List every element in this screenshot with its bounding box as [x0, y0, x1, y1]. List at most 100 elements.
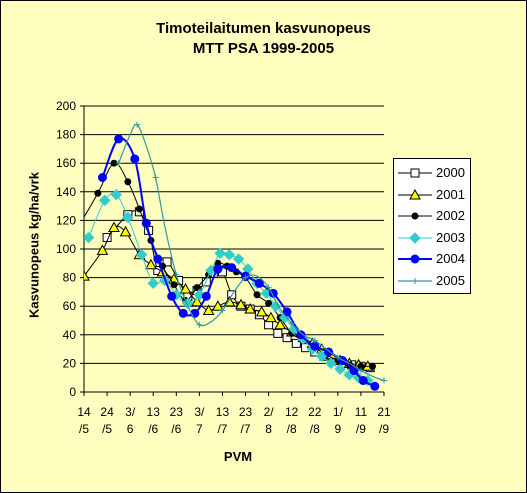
data-point-2005: [288, 320, 295, 327]
data-point-2004: [254, 278, 264, 288]
x-tick-label: 3/: [125, 405, 136, 419]
legend-marker: [409, 188, 421, 199]
data-point-2005: [196, 321, 203, 328]
data-point-2005: [219, 307, 226, 314]
data-point-2002: [357, 362, 365, 370]
data-point-2004: [282, 307, 292, 317]
x-tick-label: 24: [100, 405, 114, 419]
x-tick-label: 13: [147, 405, 161, 419]
legend-marker: [410, 168, 420, 178]
y-tick-label: 100: [56, 242, 76, 256]
legend-swatch: [398, 212, 432, 220]
data-point-2004: [296, 330, 306, 340]
series-2000: [102, 207, 375, 373]
data-point-2003: [325, 357, 337, 370]
data-point-2002: [193, 284, 201, 292]
legend-item-2004: 2004: [394, 249, 472, 269]
x-tick-label: /5: [102, 422, 112, 436]
data-point-2001: [108, 221, 120, 233]
data-point-2003: [147, 277, 159, 290]
x-tick-label: /5: [79, 422, 89, 436]
data-point-2005: [134, 121, 141, 128]
data-point-2003: [122, 211, 134, 224]
y-tick-label: 0: [69, 385, 76, 399]
data-point-2001: [84, 270, 90, 281]
data-point-2001: [179, 283, 192, 294]
data-point-2003: [84, 231, 95, 244]
x-tick-label: /7: [217, 422, 227, 436]
series-2005: [115, 121, 387, 384]
x-tick-label: 14: [77, 405, 91, 419]
data-point-2004: [358, 376, 368, 386]
legend-swatch: [398, 277, 432, 284]
y-tick-label: 80: [63, 271, 77, 285]
data-point-2001: [211, 300, 224, 311]
legend-label: 2001: [436, 186, 465, 202]
x-tick-label: /8: [310, 422, 320, 436]
x-tick-label: /9: [356, 422, 366, 436]
x-tick-label: 13: [216, 405, 230, 419]
data-point-2005: [115, 160, 122, 167]
series-line-2001: [84, 225, 368, 367]
legend-item-2000: 2000: [394, 163, 472, 183]
x-tick-label: 23: [239, 405, 253, 419]
data-point-2004: [114, 134, 124, 144]
data-point-2001: [191, 295, 203, 307]
data-point-2002: [135, 205, 143, 213]
x-tick-label: 3/: [194, 405, 205, 419]
data-point-2000: [282, 333, 292, 343]
data-point-2001: [274, 318, 287, 330]
data-point-2003: [193, 289, 206, 301]
legend-item-2003: 2003: [394, 228, 472, 248]
data-point-2004: [97, 173, 107, 182]
x-tick-label: 1/: [333, 405, 344, 419]
data-point-2004: [153, 254, 163, 264]
series-2002: [84, 159, 376, 370]
data-point-2004: [178, 308, 188, 318]
x-tick-label: 6: [127, 422, 134, 436]
data-point-2003: [110, 188, 123, 201]
y-tick-label: 160: [56, 156, 76, 170]
data-point-2003: [135, 249, 148, 261]
data-point-2004: [349, 366, 359, 376]
data-point-2001: [244, 303, 257, 314]
data-point-2002: [253, 291, 261, 299]
legend-marker: [409, 231, 421, 244]
data-point-2004: [370, 381, 380, 391]
x-tick-label: 23: [170, 405, 184, 419]
data-point-2005: [152, 174, 159, 181]
x-tick-label: /8: [287, 422, 297, 436]
data-point-2001: [96, 244, 109, 255]
x-tick-label: 9: [335, 422, 342, 436]
legend-label: 2003: [436, 229, 465, 245]
data-point-2005: [242, 274, 249, 281]
x-tick-label: /6: [148, 422, 158, 436]
y-tick-label: 20: [63, 356, 77, 370]
y-tick-label: 200: [56, 99, 76, 113]
x-tick-label: 2/: [264, 405, 275, 419]
data-point-2000: [162, 257, 172, 267]
legend-item-2001: 2001: [394, 185, 472, 205]
series-line-2003: [88, 192, 368, 382]
series-line-2005: [118, 123, 385, 382]
legend-item-2005: 2005: [394, 271, 472, 291]
legend-marker: [410, 254, 420, 264]
legend-marker: [412, 277, 418, 284]
y-tick-label: 40: [63, 328, 77, 342]
data-point-2005: [311, 337, 318, 344]
legend-swatch: [398, 231, 432, 244]
y-axis-label: Kasvunopeus kg/ha/vrk: [26, 172, 42, 318]
data-point-2001: [235, 298, 247, 310]
data-point-2001: [202, 304, 215, 315]
data-point-2004: [141, 218, 151, 228]
data-point-2005: [265, 284, 272, 291]
data-point-2003: [232, 253, 245, 265]
data-point-2005: [357, 367, 364, 374]
data-point-2003: [99, 194, 111, 207]
y-tick-label: 120: [56, 213, 76, 227]
x-tick-label: 12: [285, 405, 299, 419]
legend-marker: [411, 212, 419, 220]
legend-label: 2005: [436, 272, 465, 288]
chart-subtitle: MTT PSA 1999-2005: [192, 40, 335, 57]
